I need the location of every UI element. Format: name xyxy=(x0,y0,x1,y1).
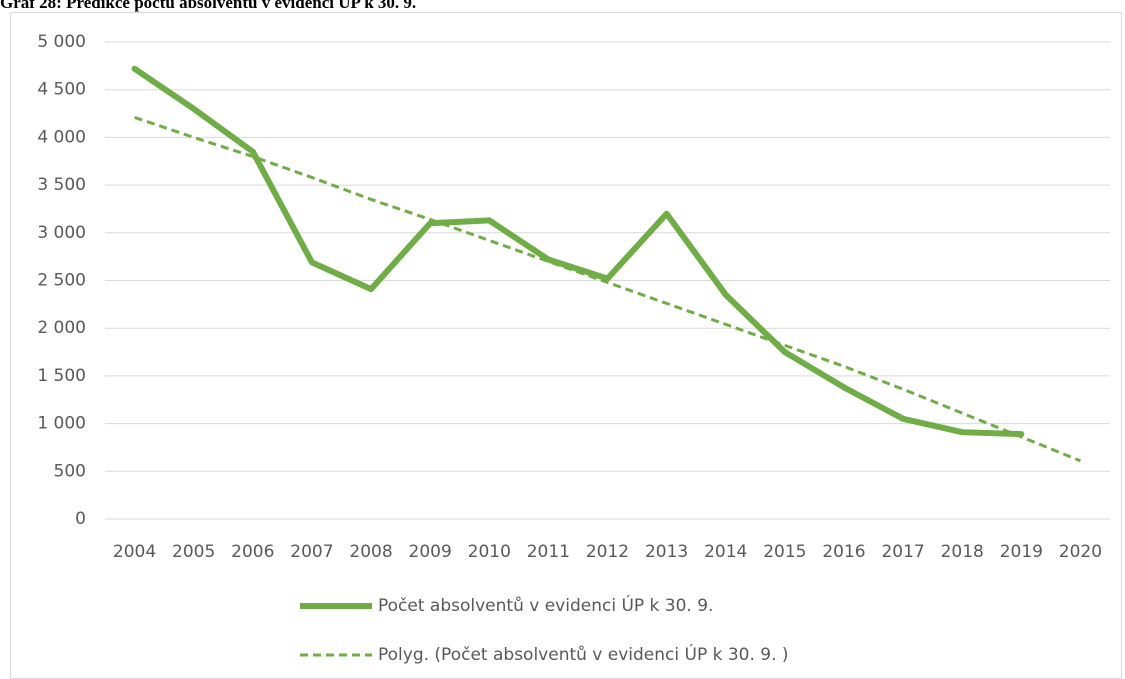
chart-frame xyxy=(10,12,1122,679)
x-tick-label: 2017 xyxy=(881,542,924,562)
y-tick-label: 500 xyxy=(54,461,86,481)
x-tick-label: 2012 xyxy=(586,542,629,562)
x-tick-label: 2010 xyxy=(468,542,511,562)
x-tick-label: 2006 xyxy=(231,542,274,562)
x-tick-label: 2007 xyxy=(290,542,333,562)
x-tick-label: 2014 xyxy=(704,542,747,562)
y-tick-label: 2 000 xyxy=(37,318,86,338)
x-tick-label: 2019 xyxy=(1000,542,1043,562)
x-tick-label: 2011 xyxy=(527,542,570,562)
y-tick-label: 1 000 xyxy=(37,414,86,434)
series-line xyxy=(131,65,1025,438)
y-tick-label: 1 500 xyxy=(37,366,86,386)
x-tick-label: 2009 xyxy=(409,542,452,562)
legend-label: Počet absolventů v evidenci ÚP k 30. 9. xyxy=(378,594,713,616)
x-tick-label: 2020 xyxy=(1059,542,1102,562)
chart-title: Graf 28: Predikce počtu absolventů v evi… xyxy=(0,0,416,12)
y-tick-label: 4 000 xyxy=(37,127,86,147)
y-tick-label: 3 500 xyxy=(37,175,86,195)
y-tick-label: 3 000 xyxy=(37,223,86,243)
y-tick-label: 5 000 xyxy=(37,32,86,52)
x-tick-label: 2005 xyxy=(172,542,215,562)
trend-line xyxy=(134,115,1082,463)
legend-label: Polyg. (Počet absolventů v evidenci ÚP k… xyxy=(378,643,789,665)
y-tick-label: 0 xyxy=(75,509,86,529)
x-tick-label: 2013 xyxy=(645,542,688,562)
x-tick-label: 2015 xyxy=(763,542,806,562)
x-tick-label: 2016 xyxy=(822,542,865,562)
x-tick-label: 2004 xyxy=(113,542,156,562)
y-tick-label: 2 500 xyxy=(37,271,86,291)
y-tick-label: 4 500 xyxy=(37,80,86,100)
x-tick-label: 2008 xyxy=(349,542,392,562)
x-tick-label: 2018 xyxy=(941,542,984,562)
